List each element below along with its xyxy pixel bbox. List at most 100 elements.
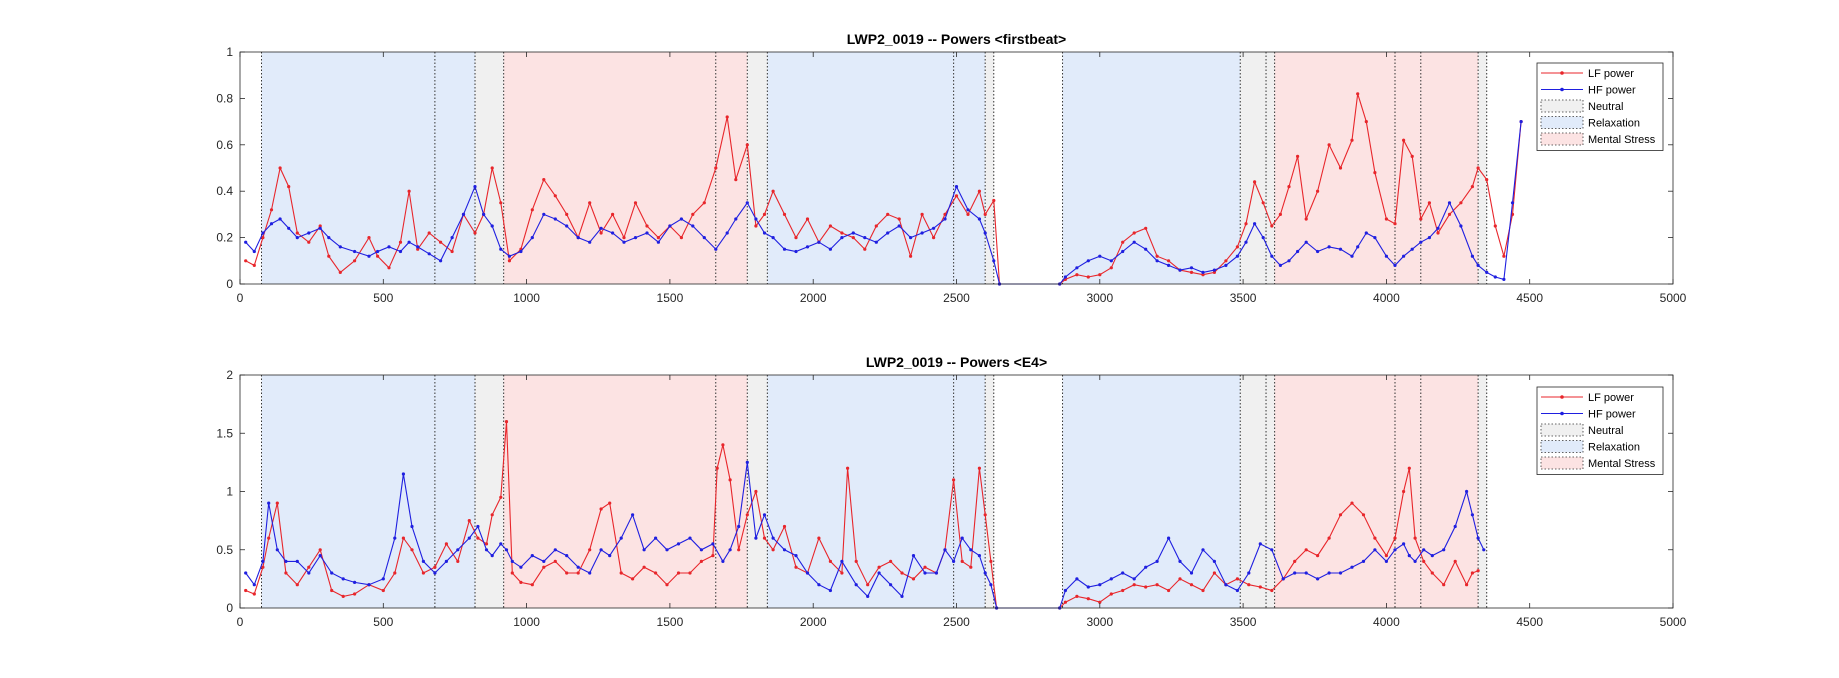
- data-point: [1212, 571, 1216, 575]
- data-point: [318, 548, 322, 552]
- data-point: [668, 224, 672, 228]
- data-point: [1132, 231, 1136, 235]
- data-point: [530, 236, 534, 240]
- data-point: [1121, 571, 1125, 575]
- data-point: [782, 212, 787, 216]
- region-neutral: [1478, 52, 1487, 284]
- data-point: [983, 212, 987, 216]
- y-tick-label: 1.5: [216, 426, 233, 440]
- data-point: [874, 240, 878, 244]
- data-point: [1493, 224, 1497, 228]
- top-plot-firstbeat: 0 500 1000 1500 2000 2500 3000 3500 4000 4500 5000…: [216, 31, 1686, 305]
- x-tick-label: 1500: [657, 615, 684, 629]
- data-point: [1178, 559, 1182, 564]
- data-point: [553, 217, 557, 221]
- data-point: [287, 185, 291, 189]
- data-point: [782, 524, 787, 529]
- data-point: [1235, 254, 1239, 258]
- x-tick-label: 1000: [513, 615, 540, 629]
- data-point: [854, 583, 858, 587]
- data-point: [553, 548, 557, 552]
- x-tick-label: 4500: [1516, 291, 1543, 305]
- data-point: [439, 240, 443, 244]
- data-point: [1465, 489, 1469, 494]
- data-point: [794, 249, 798, 254]
- data-point: [398, 249, 403, 254]
- data-point: [1098, 254, 1102, 258]
- data-point: [1373, 548, 1377, 552]
- data-point: [1296, 249, 1300, 254]
- series-line: [245, 121, 1522, 285]
- data-point: [1086, 585, 1090, 589]
- data-point: [367, 254, 371, 258]
- region-group: [260, 375, 1488, 608]
- data-point: [588, 548, 592, 552]
- data-point: [410, 524, 414, 529]
- data-point: [886, 212, 890, 216]
- data-point: [1350, 254, 1354, 258]
- data-point: [510, 571, 514, 575]
- data-point: [1235, 577, 1239, 581]
- data-point: [817, 583, 821, 587]
- data-point: [1502, 254, 1506, 258]
- data-point: [1442, 583, 1446, 587]
- data-point: [490, 554, 494, 558]
- data-point: [983, 571, 987, 575]
- x-tick-label: 2500: [943, 291, 970, 305]
- x-tick-label: 0: [237, 615, 244, 629]
- region-neutral: [1266, 375, 1275, 608]
- data-point: [805, 245, 810, 249]
- y-tick-label: 0: [226, 601, 233, 615]
- data-point: [1442, 548, 1446, 552]
- x-tick-label: 3000: [1086, 291, 1113, 305]
- chart-title: LWP2_0019 -- Powers <E4>: [866, 354, 1047, 370]
- data-point: [433, 565, 437, 569]
- data-point: [737, 548, 741, 552]
- data-point: [261, 231, 265, 235]
- data-point: [327, 236, 331, 240]
- data-point: [1178, 268, 1182, 272]
- data-point: [1293, 559, 1297, 564]
- region-mental-stress: [503, 52, 716, 284]
- data-point: [341, 594, 345, 599]
- data-point: [439, 259, 443, 263]
- data-point: [433, 571, 437, 575]
- region-neutral: [985, 375, 994, 608]
- data-point: [588, 240, 592, 244]
- region-relaxation: [953, 375, 986, 608]
- data-point: [1470, 571, 1474, 575]
- data-point: [854, 559, 858, 564]
- data-point: [1121, 588, 1125, 593]
- x-tick-label: 4500: [1516, 615, 1543, 629]
- data-point: [676, 542, 681, 546]
- data-point: [977, 189, 982, 193]
- data-point: [762, 231, 767, 235]
- data-point: [1167, 536, 1171, 540]
- x-tick-label: 4000: [1373, 291, 1400, 305]
- y-tick-label: 0.8: [216, 91, 233, 105]
- data-point: [565, 212, 569, 216]
- region-mental-stress: [715, 52, 748, 284]
- data-point: [1155, 583, 1159, 587]
- data-point: [622, 240, 626, 244]
- data-point: [656, 236, 661, 240]
- data-point: [1459, 224, 1463, 228]
- data-point: [1384, 254, 1388, 258]
- data-point: [688, 571, 692, 575]
- x-tick-label: 5000: [1660, 291, 1687, 305]
- data-point: [530, 583, 534, 587]
- x-tick-label: 500: [373, 291, 393, 305]
- data-point: [1384, 554, 1388, 558]
- data-point: [476, 536, 480, 540]
- data-point: [484, 542, 489, 546]
- region-mental-stress: [1394, 52, 1421, 284]
- data-point: [691, 212, 695, 216]
- data-point: [679, 236, 684, 240]
- data-point: [473, 231, 477, 235]
- region-mental-stress: [503, 375, 716, 608]
- data-point: [665, 583, 669, 587]
- data-point: [1224, 263, 1228, 267]
- data-point: [702, 201, 706, 205]
- data-point: [1304, 571, 1308, 575]
- data-point: [261, 236, 265, 240]
